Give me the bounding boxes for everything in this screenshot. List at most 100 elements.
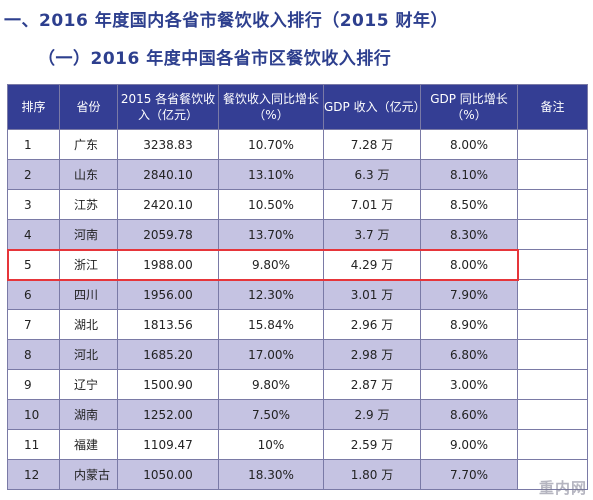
cell-note bbox=[517, 159, 588, 190]
table-row: 8 河北 1685.20 17.00% 2.98 万 6.80% bbox=[7, 339, 588, 370]
cell-revenue-growth: 18.30% bbox=[218, 459, 324, 490]
cell-revenue-growth: 9.80% bbox=[218, 249, 324, 280]
cell-note bbox=[517, 339, 588, 370]
cell-province: 广东 bbox=[59, 129, 118, 160]
cell-province: 湖南 bbox=[59, 399, 118, 430]
watermark: 重内网 bbox=[538, 479, 587, 497]
cell-revenue: 1813.56 bbox=[117, 309, 219, 340]
header-province: 省份 bbox=[59, 84, 118, 130]
cell-revenue: 1956.00 bbox=[117, 279, 219, 310]
cell-province: 江苏 bbox=[59, 189, 118, 220]
header-rank: 排序 bbox=[7, 84, 60, 130]
table-row: 10 湖南 1252.00 7.50% 2.9 万 8.60% bbox=[7, 399, 588, 430]
cell-gdp-growth: 8.30% bbox=[420, 219, 518, 250]
cell-revenue: 1500.90 bbox=[117, 369, 219, 400]
cell-province: 四川 bbox=[59, 279, 118, 310]
cell-gdp: 2.96 万 bbox=[323, 309, 421, 340]
cell-gdp: 3.7 万 bbox=[323, 219, 421, 250]
cell-gdp-growth: 7.90% bbox=[420, 279, 518, 310]
table-row: 9 辽宁 1500.90 9.80% 2.87 万 3.00% bbox=[7, 369, 588, 400]
cell-rank: 3 bbox=[7, 189, 60, 220]
cell-province: 山东 bbox=[59, 159, 118, 190]
cell-revenue: 1109.47 bbox=[117, 429, 219, 460]
cell-rank: 5 bbox=[7, 249, 60, 280]
cell-revenue: 1050.00 bbox=[117, 459, 219, 490]
cell-gdp: 7.01 万 bbox=[323, 189, 421, 220]
cell-revenue: 1685.20 bbox=[117, 339, 219, 370]
cell-revenue: 2059.78 bbox=[117, 219, 219, 250]
cell-gdp-growth: 8.10% bbox=[420, 159, 518, 190]
cell-revenue-growth: 15.84% bbox=[218, 309, 324, 340]
cell-note bbox=[517, 369, 588, 400]
cell-gdp: 6.3 万 bbox=[323, 159, 421, 190]
cell-revenue-growth: 7.50% bbox=[218, 399, 324, 430]
header-note: 备注 bbox=[517, 84, 588, 130]
cell-gdp-growth: 7.70% bbox=[420, 459, 518, 490]
cell-gdp-growth: 8.90% bbox=[420, 309, 518, 340]
cell-province: 河北 bbox=[59, 339, 118, 370]
cell-note bbox=[517, 189, 588, 220]
cell-province: 湖北 bbox=[59, 309, 118, 340]
cell-rank: 2 bbox=[7, 159, 60, 190]
cell-gdp: 2.59 万 bbox=[323, 429, 421, 460]
cell-province: 河南 bbox=[59, 219, 118, 250]
section-title: （一）2016 年度中国各省市区餐饮收入排行 bbox=[38, 49, 392, 69]
cell-revenue: 1988.00 bbox=[117, 249, 219, 280]
table-row: 4 河南 2059.78 13.70% 3.7 万 8.30% bbox=[7, 219, 588, 250]
table-row: 1 广东 3238.83 10.70% 7.28 万 8.00% bbox=[7, 129, 588, 160]
cell-rank: 12 bbox=[7, 459, 60, 490]
cell-rank: 7 bbox=[7, 309, 60, 340]
cell-revenue-growth: 9.80% bbox=[218, 369, 324, 400]
cell-province: 浙江 bbox=[59, 249, 118, 280]
cell-note bbox=[517, 429, 588, 460]
cell-revenue-growth: 13.10% bbox=[218, 159, 324, 190]
cell-note bbox=[517, 459, 588, 490]
cell-gdp-growth: 9.00% bbox=[420, 429, 518, 460]
cell-revenue-growth: 10% bbox=[218, 429, 324, 460]
cell-rank: 6 bbox=[7, 279, 60, 310]
cell-gdp: 1.80 万 bbox=[323, 459, 421, 490]
cell-rank: 9 bbox=[7, 369, 60, 400]
cell-revenue-growth: 17.00% bbox=[218, 339, 324, 370]
cell-revenue: 2420.10 bbox=[117, 189, 219, 220]
cell-gdp: 3.01 万 bbox=[323, 279, 421, 310]
cell-gdp-growth: 8.00% bbox=[420, 129, 518, 160]
cell-rank: 11 bbox=[7, 429, 60, 460]
header-revenue: 2015 各省餐饮收入（亿元） bbox=[117, 84, 219, 130]
cell-gdp-growth: 8.60% bbox=[420, 399, 518, 430]
cell-rank: 1 bbox=[7, 129, 60, 160]
table-row: 7 湖北 1813.56 15.84% 2.96 万 8.90% bbox=[7, 309, 588, 340]
header-revenue-growth: 餐饮收入同比增长（%） bbox=[218, 84, 324, 130]
ranking-table: 排序 省份 2015 各省餐饮收入（亿元） 餐饮收入同比增长（%） GDP 收入… bbox=[7, 84, 588, 490]
cell-note bbox=[517, 129, 588, 160]
cell-gdp-growth: 8.50% bbox=[420, 189, 518, 220]
cell-gdp-growth: 3.00% bbox=[420, 369, 518, 400]
cell-note bbox=[517, 249, 588, 280]
cell-gdp: 2.9 万 bbox=[323, 399, 421, 430]
main-title: 一、2016 年度国内各省市餐饮收入排行（2015 财年） bbox=[4, 11, 448, 31]
cell-gdp: 4.29 万 bbox=[323, 249, 421, 280]
cell-gdp: 2.98 万 bbox=[323, 339, 421, 370]
cell-gdp-growth: 8.00% bbox=[420, 249, 518, 280]
table-row: 2 山东 2840.10 13.10% 6.3 万 8.10% bbox=[7, 159, 588, 190]
cell-province: 辽宁 bbox=[59, 369, 118, 400]
cell-rank: 10 bbox=[7, 399, 60, 430]
cell-note bbox=[517, 219, 588, 250]
cell-note bbox=[517, 279, 588, 310]
cell-revenue-growth: 13.70% bbox=[218, 219, 324, 250]
cell-gdp: 7.28 万 bbox=[323, 129, 421, 160]
cell-gdp-growth: 6.80% bbox=[420, 339, 518, 370]
cell-revenue-growth: 12.30% bbox=[218, 279, 324, 310]
header-gdp: GDP 收入（亿元） bbox=[323, 84, 421, 130]
cell-revenue: 2840.10 bbox=[117, 159, 219, 190]
cell-rank: 8 bbox=[7, 339, 60, 370]
cell-province: 内蒙古 bbox=[59, 459, 118, 490]
table-header-row: 排序 省份 2015 各省餐饮收入（亿元） 餐饮收入同比增长（%） GDP 收入… bbox=[7, 84, 588, 130]
table-row: 12 内蒙古 1050.00 18.30% 1.80 万 7.70% bbox=[7, 459, 588, 490]
header-gdp-growth: GDP 同比增长（%） bbox=[420, 84, 518, 130]
cell-gdp: 2.87 万 bbox=[323, 369, 421, 400]
cell-revenue: 1252.00 bbox=[117, 399, 219, 430]
cell-revenue-growth: 10.70% bbox=[218, 129, 324, 160]
cell-province: 福建 bbox=[59, 429, 118, 460]
table-row: 3 江苏 2420.10 10.50% 7.01 万 8.50% bbox=[7, 189, 588, 220]
